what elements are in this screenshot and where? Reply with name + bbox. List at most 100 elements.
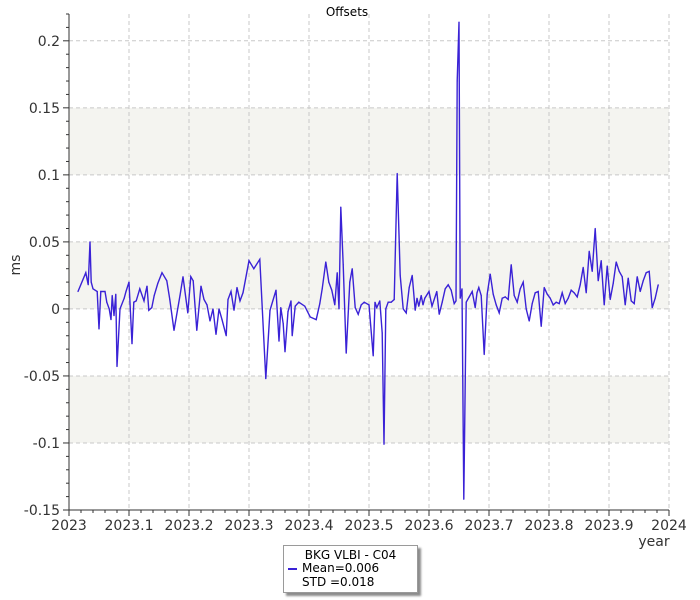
- data-point: [458, 21, 460, 23]
- data-point: [651, 306, 653, 309]
- data-point: [169, 298, 171, 301]
- x-axis-title: year: [638, 534, 669, 550]
- data-point: [227, 298, 229, 301]
- data-point: [531, 302, 533, 305]
- data-point: [287, 311, 289, 313]
- data-point: [456, 80, 458, 82]
- data-point: [294, 305, 296, 307]
- data-point: [328, 281, 330, 283]
- data-point: [230, 290, 232, 293]
- data-point: [522, 281, 524, 283]
- data-point: [87, 284, 89, 286]
- data-point: [615, 261, 617, 263]
- data-point: [528, 320, 530, 322]
- data-point: [450, 289, 452, 291]
- data-point: [376, 306, 378, 309]
- data-point: [411, 274, 413, 277]
- data-point: [212, 308, 214, 310]
- x-tick-label: 2023.6: [405, 518, 454, 534]
- data-point: [471, 290, 473, 293]
- data-point: [284, 351, 286, 353]
- y-tick-label: 0.15: [29, 101, 60, 117]
- data-point: [498, 312, 500, 314]
- data-point: [591, 270, 593, 272]
- data-point: [455, 300, 457, 302]
- data-point: [576, 296, 578, 298]
- data-point: [564, 302, 566, 305]
- data-point: [463, 498, 465, 500]
- x-tick-label: 2024: [651, 518, 687, 534]
- data-point: [600, 260, 602, 262]
- y-tick-label: -0.05: [24, 369, 60, 385]
- data-point: [534, 292, 536, 294]
- x-tick-label: 2023.7: [465, 518, 514, 534]
- data-point: [321, 288, 323, 290]
- data-point: [215, 333, 217, 335]
- legend-mean: Mean=0.006: [302, 561, 380, 575]
- data-point: [609, 298, 611, 301]
- data-point: [179, 294, 181, 297]
- data-point: [428, 290, 430, 293]
- y-tick-label: -0.1: [33, 436, 60, 452]
- data-point: [476, 292, 478, 294]
- data-point: [143, 300, 145, 302]
- data-point: [510, 264, 512, 266]
- data-point: [438, 313, 440, 315]
- data-point: [603, 304, 605, 306]
- data-point: [187, 312, 189, 314]
- data-point: [543, 286, 545, 289]
- data-point: [196, 329, 198, 331]
- data-point: [119, 308, 121, 310]
- data-point: [100, 290, 102, 293]
- data-point: [558, 302, 560, 305]
- data-point: [360, 304, 362, 306]
- data-point: [461, 288, 463, 290]
- y-tick-label: 0.2: [38, 34, 60, 50]
- data-point: [331, 289, 333, 291]
- data-point: [363, 301, 365, 303]
- y-axis-title: ms: [8, 255, 24, 276]
- data-point: [96, 290, 98, 293]
- data-point: [206, 304, 208, 306]
- data-point: [408, 286, 410, 289]
- data-point: [537, 290, 539, 293]
- data-point: [133, 301, 135, 303]
- data-point: [648, 270, 650, 272]
- data-point: [345, 352, 347, 354]
- data-point: [478, 286, 480, 289]
- data-point: [354, 306, 356, 309]
- data-point: [387, 301, 389, 303]
- data-point: [459, 297, 461, 299]
- data-point: [153, 294, 155, 297]
- data-point: [621, 276, 623, 278]
- data-point: [233, 309, 235, 311]
- data-point: [225, 335, 227, 337]
- data-point: [549, 297, 551, 299]
- data-point: [357, 313, 359, 315]
- data-point: [399, 274, 401, 277]
- data-point: [248, 260, 250, 262]
- data-point: [113, 315, 115, 317]
- data-point: [570, 289, 572, 291]
- data-point: [151, 306, 153, 309]
- data-point: [106, 301, 108, 303]
- data-point: [465, 301, 467, 303]
- data-point: [552, 304, 554, 306]
- data-point: [253, 268, 255, 270]
- data-point: [582, 266, 584, 268]
- data-point: [447, 284, 449, 286]
- data-point: [275, 289, 277, 291]
- data-point: [483, 353, 485, 356]
- legend: BKG VLBI - C04 Mean=0.006 STD =0.018: [283, 545, 418, 593]
- y-tick-label: -0.15: [24, 503, 60, 519]
- data-point: [89, 241, 91, 243]
- data-point: [161, 272, 163, 274]
- data-point: [166, 280, 168, 282]
- data-point: [325, 261, 327, 263]
- data-point: [278, 340, 280, 342]
- data-point: [315, 319, 317, 321]
- data-point: [606, 265, 608, 267]
- data-point: [282, 323, 284, 325]
- data-point: [218, 308, 220, 310]
- data-point: [420, 294, 422, 297]
